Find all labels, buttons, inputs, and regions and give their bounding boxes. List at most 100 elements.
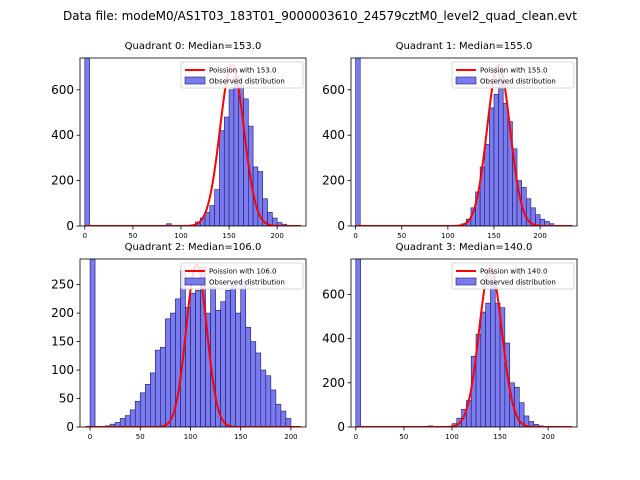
legend-bar-swatch (184, 76, 206, 85)
axes-frame (350, 57, 578, 227)
y-tick-label: 200 (51, 174, 74, 188)
histogram-bar (225, 290, 231, 427)
histogram-bar (285, 418, 292, 427)
histogram-bar (250, 341, 257, 427)
x-tick-label: 0 (353, 232, 357, 240)
plot-area (84, 58, 302, 226)
histogram-bar (280, 410, 287, 427)
legend-box (180, 262, 304, 290)
legend-bar-label: Observed distribution (480, 279, 556, 287)
legend-bar-swatch (455, 277, 477, 286)
histogram-bar (255, 352, 262, 427)
histogram-bar (549, 223, 555, 226)
histogram-bar (502, 103, 509, 226)
histogram-bar (233, 75, 239, 226)
x-tick-label: 150 (222, 232, 235, 240)
y-tick-label: 250 (51, 278, 74, 292)
x-tick-label: 50 (397, 232, 406, 240)
histogram-bar (355, 259, 361, 427)
panel-quadrant-2: Quadrant 2: Median=106.0 0 50 100 150 200 0 50 1… (51, 242, 307, 441)
histogram-bar (89, 259, 96, 427)
legend-bar-swatch (455, 76, 477, 85)
x-tick-label: 100 (445, 433, 458, 441)
y-tick-label: 400 (322, 128, 345, 142)
histogram-bar (129, 409, 136, 427)
histogram-bar (144, 383, 151, 427)
x-tick-label: 0 (354, 433, 358, 441)
histogram-bar (190, 292, 196, 427)
x-tick-label: 50 (128, 232, 137, 240)
histogram-bar (220, 301, 226, 427)
histogram-bar (490, 276, 496, 427)
histogram-bar (134, 401, 141, 427)
poisson-curve (355, 63, 573, 226)
x-tick-label: 100 (184, 433, 197, 441)
y-tick-label: 0 (337, 219, 345, 233)
x-tick-label: 150 (487, 232, 500, 240)
y-tick-label: 400 (322, 332, 345, 346)
y-tick-label: 0 (66, 219, 74, 233)
x-tick-label: 0 (88, 433, 92, 441)
histogram-bar (355, 58, 361, 226)
legend-bar-label: Observed distribution (209, 279, 285, 287)
histogram-bar (235, 312, 242, 427)
legend-line-label: Poission with 153.0 (209, 67, 277, 75)
histogram-bar (209, 205, 215, 226)
histogram-bar (219, 130, 225, 226)
histogram-bar (493, 94, 499, 226)
panel-title: Quadrant 2: Median=106.0 (125, 242, 262, 253)
poisson-curve (355, 266, 573, 427)
y-tick-label: 200 (322, 376, 345, 390)
x-tick-label: 0 (83, 232, 87, 240)
x-tick-label: 100 (441, 232, 454, 240)
x-tick-label: 50 (399, 433, 408, 441)
poisson-curve (84, 63, 302, 226)
legend-line-label: Poission with 155.0 (480, 67, 548, 75)
legend: Poission with 106.0 Observed distribution (180, 262, 304, 290)
y-tick-label: 600 (322, 287, 345, 301)
legend: Poission with 155.0 Observed distribution (451, 61, 575, 89)
axes-frame (79, 258, 307, 428)
histogram-bar (265, 375, 272, 427)
histogram-bar (228, 89, 235, 226)
histogram-bar (165, 318, 171, 427)
histogram-bar (155, 349, 161, 427)
x-tick-label: 200 (284, 433, 297, 441)
histogram-bar (240, 281, 247, 427)
histogram-bar (498, 71, 504, 226)
histogram-bar (494, 302, 501, 427)
y-tick-label: 600 (51, 83, 74, 97)
panel-title: Quadrant 0: Median=153.0 (125, 41, 262, 52)
legend-bar-swatch (184, 277, 206, 286)
panel-quadrant-3: Quadrant 3: Median=140.0 0 50 100 150 200 0 200… (322, 242, 578, 441)
panel-title: Quadrant 1: Median=155.0 (396, 41, 533, 52)
y-tick-label: 200 (51, 306, 74, 320)
histogram-bar (480, 311, 486, 427)
histogram-bar (166, 223, 172, 226)
y-tick-label: 50 (59, 392, 74, 406)
x-tick-label: 200 (541, 433, 554, 441)
histogram-bar (270, 389, 277, 427)
legend-box (451, 61, 575, 89)
histogram-bar (230, 284, 236, 427)
y-tick-label: 100 (51, 363, 74, 377)
legend-line-label: Poission with 140.0 (480, 268, 548, 276)
panel-title: Quadrant 3: Median=140.0 (396, 242, 533, 253)
legend-box (180, 61, 304, 89)
y-tick-label: 400 (51, 128, 74, 142)
y-tick-label: 0 (337, 420, 345, 434)
x-tick-label: 200 (533, 232, 546, 240)
histogram-bar (223, 116, 230, 226)
x-tick-label: 100 (174, 232, 187, 240)
legend-bar-label: Observed distribution (209, 78, 285, 86)
x-tick-label: 200 (270, 232, 283, 240)
panel-quadrant-0: Quadrant 0: Median=153.0 0 50 100 150 200 0 200… (51, 41, 307, 240)
legend: Poission with 140.0 Observed distribution (451, 262, 575, 290)
histogram-bar (204, 212, 211, 226)
histogram-bar (195, 290, 201, 427)
histogram-bar (214, 189, 220, 226)
y-tick-label: 600 (322, 83, 345, 97)
axes-frame (79, 57, 307, 227)
histogram-bar (150, 372, 156, 427)
